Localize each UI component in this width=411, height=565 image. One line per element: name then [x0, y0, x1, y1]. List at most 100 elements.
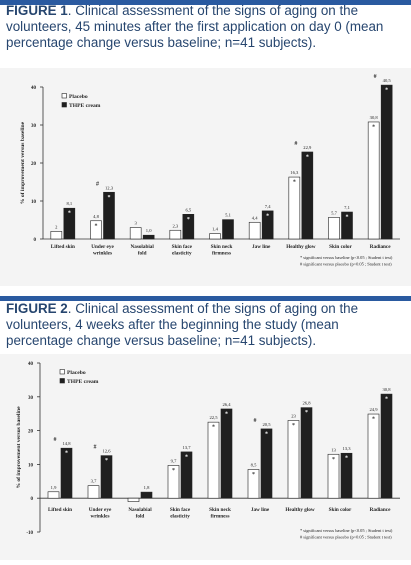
- category-label: Healthy glow: [285, 507, 315, 513]
- figure2-caption-text: . Clinical assessment of the signs of ag…: [6, 301, 359, 348]
- category-label: Skin neck: [211, 244, 233, 250]
- bar-thpe: [380, 393, 393, 499]
- hash-mark: #: [94, 445, 97, 451]
- bar-placebo: [209, 233, 221, 240]
- data-label: 22,5: [209, 415, 218, 421]
- bar-placebo: [169, 229, 182, 240]
- data-label: 12,3: [105, 185, 114, 191]
- bar-thpe: [301, 151, 314, 240]
- bar-thpe: [100, 455, 113, 499]
- legend-swatch: [61, 102, 67, 108]
- hash-mark: #: [374, 74, 377, 80]
- figure2-caption: FIGURE 2. Clinical assessment of the sig…: [6, 301, 408, 349]
- bar-placebo: [47, 491, 60, 499]
- category-label: Jaw line: [251, 507, 270, 513]
- bar-thpe: [261, 210, 274, 240]
- data-label: 23: [291, 413, 296, 418]
- bar-thpe: [142, 234, 155, 240]
- category-label: elasticity: [172, 251, 192, 257]
- significance-mark: *: [332, 457, 335, 463]
- bar-thpe: [180, 451, 193, 499]
- category-label: Radiance: [370, 244, 391, 250]
- legend-label: THPE cream: [69, 103, 101, 109]
- bar-placebo: [167, 465, 180, 499]
- significance-mark: *: [346, 215, 349, 221]
- hash-mark: #: [294, 141, 297, 147]
- significance-mark: *: [305, 410, 308, 416]
- figure2-label: FIGURE 2: [6, 301, 68, 316]
- significance-mark: *: [372, 417, 375, 423]
- figure2-panel: -10 0 10 20 30 40 % of improvement versus base…: [0, 354, 411, 560]
- category-label: Nasolabial: [128, 507, 152, 513]
- significance-mark: *: [95, 223, 98, 229]
- y-tick-label: 0: [31, 497, 34, 502]
- data-label: 30,8: [382, 387, 391, 393]
- significance-mark: *: [172, 468, 175, 474]
- legend-swatch: [59, 378, 65, 384]
- bar-thpe: [340, 452, 353, 499]
- significance-mark: *: [293, 180, 296, 186]
- significance-mark: *: [252, 472, 255, 478]
- y-tick-label: 0: [34, 238, 37, 243]
- data-label: 40,5: [383, 78, 392, 84]
- category-label: Skin face: [172, 244, 193, 250]
- bar-placebo: [327, 453, 340, 499]
- significance-mark: *: [105, 458, 108, 464]
- hash-mark: #: [54, 437, 57, 443]
- category-label: Radiance: [370, 507, 391, 513]
- bar-placebo: [287, 420, 300, 499]
- y-tick-label: 10: [28, 463, 34, 468]
- bar-thpe: [222, 219, 234, 240]
- category-label: Skin color: [329, 244, 352, 250]
- bar-placebo: [127, 497, 140, 502]
- category-label: Skin color: [329, 507, 352, 513]
- figure2-chart: -10 0 10 20 30 40 % of improvement versus base…: [16, 362, 400, 540]
- category-label: wrinkles: [90, 514, 109, 520]
- significance-mark: *: [187, 217, 190, 223]
- category-label: fold: [136, 514, 145, 520]
- y-axis-label: % of improvement versus baseline: [20, 121, 26, 204]
- bar-thpe: [300, 407, 313, 499]
- significance-mark: *: [265, 431, 268, 437]
- significance-mark: *: [225, 411, 228, 417]
- data-label: 3: [135, 221, 138, 226]
- category-label: Under eye: [91, 244, 114, 250]
- bar-placebo: [328, 217, 340, 240]
- footnote: * significant versus baseline (p<0.05 ; …: [300, 528, 393, 533]
- data-label: 4,8: [93, 214, 99, 220]
- bar-thpe: [60, 447, 73, 499]
- category-label: Lifted skin: [51, 244, 75, 250]
- legend-label: Placebo: [69, 94, 88, 100]
- legend-label: THPE cream: [67, 379, 99, 385]
- bar-placebo: [87, 485, 100, 499]
- y-tick-label: 20: [31, 162, 37, 167]
- bar-placebo: [248, 221, 261, 240]
- data-label: 1,4: [212, 227, 218, 233]
- significance-mark: *: [385, 397, 388, 403]
- bar-thpe: [63, 207, 76, 240]
- significance-mark: *: [65, 451, 68, 457]
- category-label: Skin neck: [209, 507, 231, 513]
- bar-placebo: [129, 227, 142, 240]
- y-tick-label: 30: [31, 124, 37, 129]
- bar-thpe: [103, 191, 115, 240]
- bar-thpe: [140, 491, 153, 499]
- data-label: 22,9: [303, 145, 312, 151]
- data-label: 16,3: [290, 170, 299, 176]
- hash-mark: #: [96, 181, 99, 187]
- bar-placebo: [367, 121, 380, 240]
- category-label: firmness: [212, 251, 231, 257]
- category-label: Lifted skin: [48, 507, 72, 513]
- significance-mark: *: [212, 425, 215, 431]
- category-label: Nasolabial: [130, 244, 154, 250]
- data-label: 30,8: [370, 115, 379, 121]
- legend-swatch: [59, 369, 65, 375]
- legend-swatch: [61, 93, 67, 99]
- figure1-chart: 0 10 20 30 40 % of improvement versus baselin…: [20, 74, 400, 267]
- category-label: Healthy glow: [286, 244, 316, 250]
- data-label: 9,7: [171, 458, 177, 464]
- bar-placebo: [367, 413, 380, 499]
- y-axis-label: % of improvement versus baseline: [16, 406, 22, 489]
- data-label: 13,7: [182, 445, 191, 451]
- bar-placebo: [90, 220, 102, 240]
